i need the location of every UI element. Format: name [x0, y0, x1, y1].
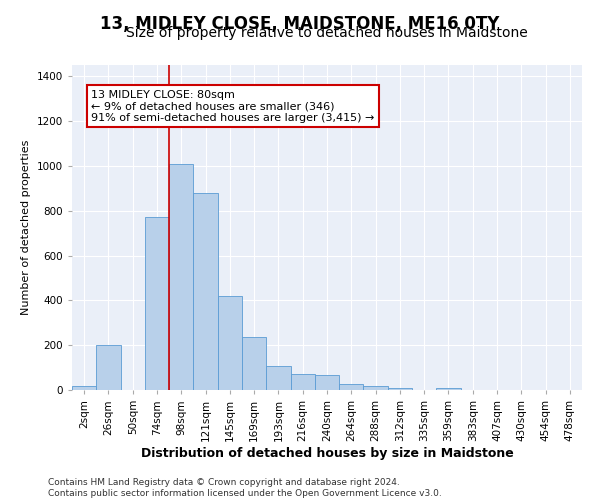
Title: Size of property relative to detached houses in Maidstone: Size of property relative to detached ho… [126, 26, 528, 40]
Bar [315, 376, 339, 390]
Bar [193, 193, 218, 390]
Bar [290, 374, 315, 390]
Y-axis label: Number of detached properties: Number of detached properties [21, 140, 31, 315]
Bar [145, 218, 169, 390]
Bar [388, 388, 412, 390]
Bar [96, 345, 121, 390]
Bar [218, 296, 242, 390]
Bar [169, 164, 193, 390]
Bar [266, 366, 290, 390]
Bar [242, 338, 266, 390]
Bar [436, 388, 461, 390]
X-axis label: Distribution of detached houses by size in Maidstone: Distribution of detached houses by size … [140, 446, 514, 460]
Bar [72, 386, 96, 390]
Text: 13 MIDLEY CLOSE: 80sqm
← 9% of detached houses are smaller (346)
91% of semi-det: 13 MIDLEY CLOSE: 80sqm ← 9% of detached … [91, 90, 375, 123]
Text: 13, MIDLEY CLOSE, MAIDSTONE, ME16 0TY: 13, MIDLEY CLOSE, MAIDSTONE, ME16 0TY [100, 15, 500, 33]
Bar [364, 386, 388, 390]
Text: Contains HM Land Registry data © Crown copyright and database right 2024.
Contai: Contains HM Land Registry data © Crown c… [48, 478, 442, 498]
Bar [339, 384, 364, 390]
